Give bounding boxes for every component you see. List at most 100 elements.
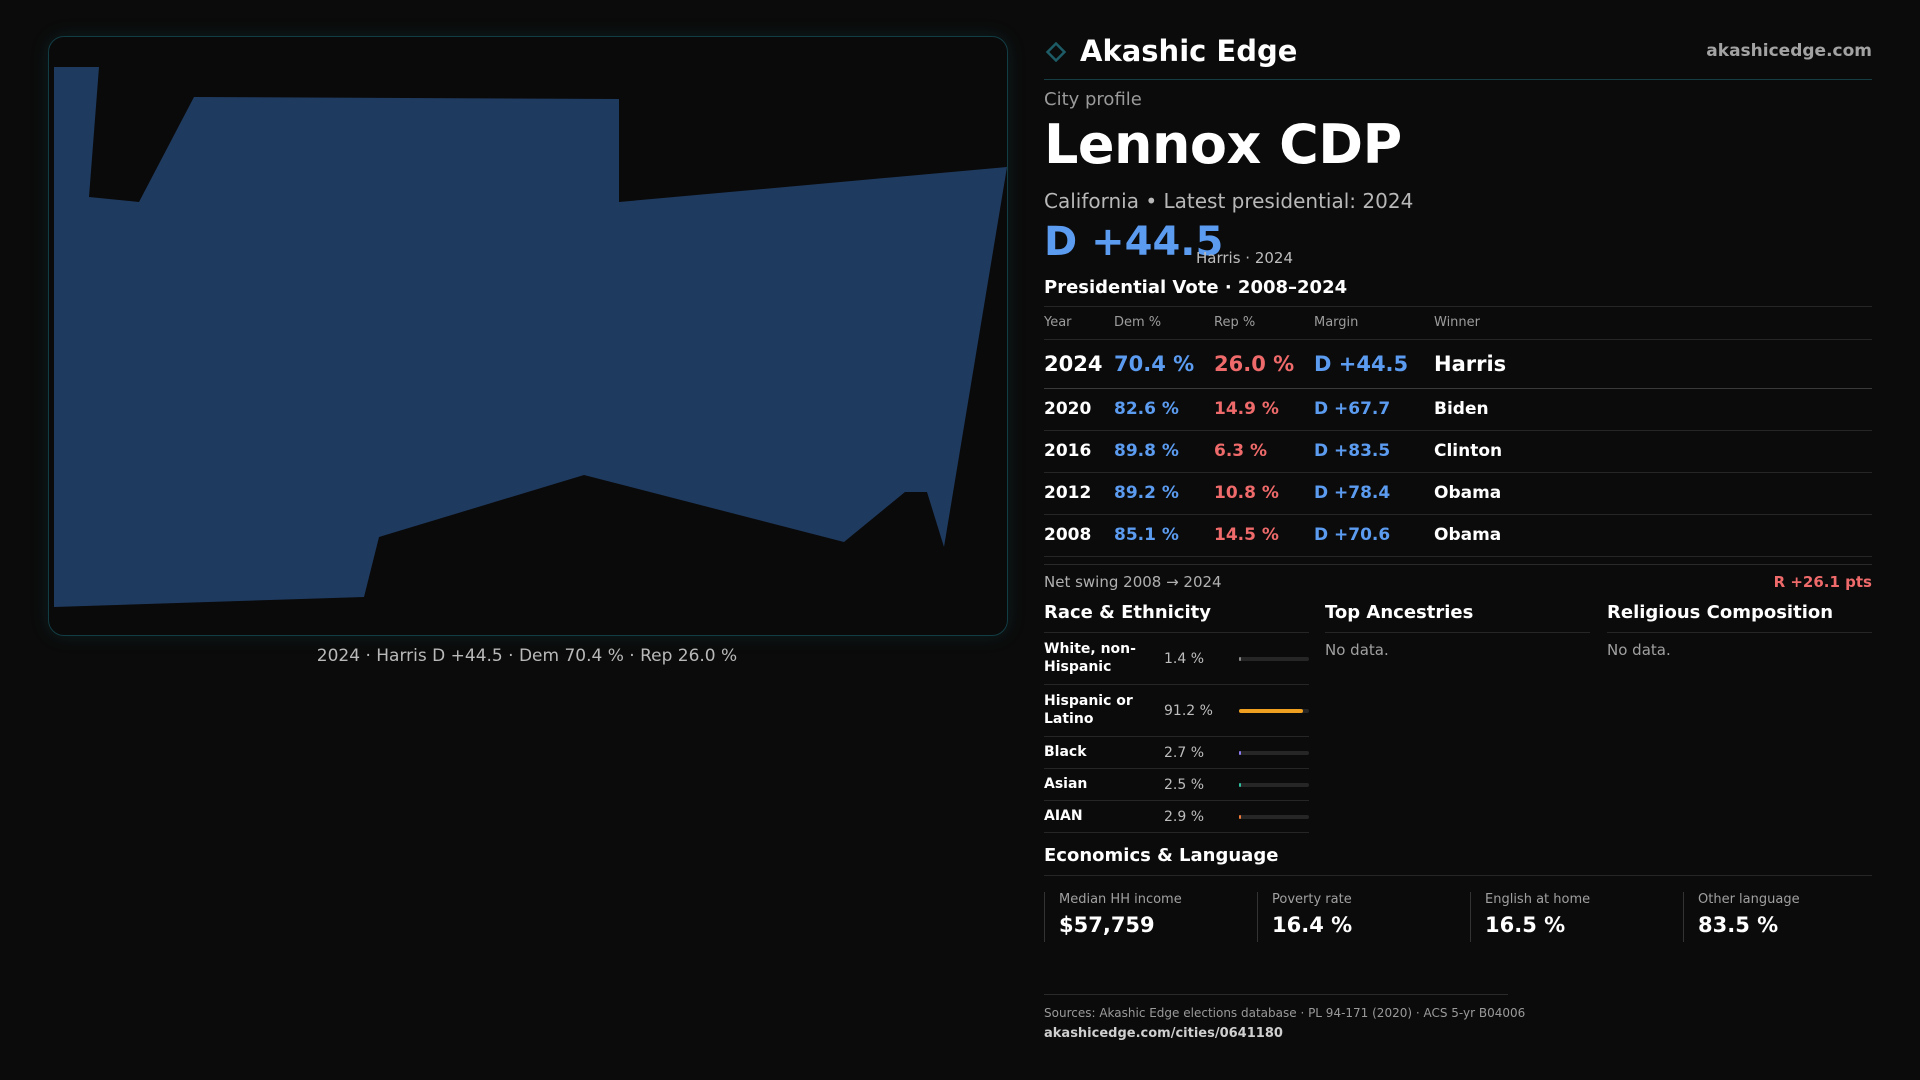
ancestry-section-title: Top Ancestries — [1325, 602, 1590, 633]
sources-url-link[interactable]: akashicedge.com/cities/0641180 — [1044, 1026, 1283, 1041]
religion-section-title: Religious Composition — [1607, 602, 1872, 633]
race-bar-track — [1239, 750, 1309, 755]
brand-name: Akashic Edge — [1080, 34, 1298, 68]
stat-label: English at home — [1485, 892, 1591, 907]
brand-url-link[interactable]: akashicedge.com — [1706, 41, 1872, 61]
cell-rep: 14.9 % — [1214, 399, 1279, 419]
race-label: Asian — [1044, 776, 1088, 792]
cell-winner: Harris — [1434, 352, 1507, 376]
stat-label: Median HH income — [1059, 892, 1182, 907]
race-section-title: Race & Ethnicity — [1044, 602, 1309, 633]
map-caption: 2024 · Harris D +44.5 · Dem 70.4 % · Rep… — [316, 646, 738, 666]
race-value: 2.5 % — [1164, 776, 1205, 793]
race-section: Race & Ethnicity White, non-Hispanic 1.4 … — [1044, 602, 1309, 833]
race-bar-fill — [1239, 782, 1241, 787]
race-bar-track — [1239, 656, 1309, 661]
stat-label: Poverty rate — [1272, 892, 1352, 907]
header-winner: Winner — [1434, 315, 1481, 330]
city-boundary-shape — [54, 67, 1007, 607]
net-swing-value: R +26.1 pts — [1773, 573, 1872, 591]
page-subtitle: California • Latest presidential: 2024 — [1044, 189, 1414, 213]
race-row: AIAN 2.9 % — [1044, 801, 1309, 833]
cell-margin: D +44.5 — [1314, 352, 1409, 376]
cell-year: 2012 — [1044, 483, 1092, 503]
stat-value: 16.4 % — [1272, 913, 1353, 937]
race-bar-fill — [1239, 750, 1241, 755]
cell-winner: Obama — [1434, 525, 1502, 545]
race-label: AIAN — [1044, 808, 1083, 824]
cell-margin: D +67.7 — [1314, 399, 1391, 419]
race-row: Asian 2.5 % — [1044, 769, 1309, 801]
race-row: Black 2.7 % — [1044, 737, 1309, 769]
race-value: 2.7 % — [1164, 744, 1205, 761]
race-label: Hispanic or Latino — [1044, 693, 1133, 727]
race-bar-track — [1239, 782, 1309, 787]
religion-section: Religious Composition No data. — [1607, 602, 1872, 659]
page-eyebrow: City profile — [1044, 89, 1142, 110]
stat-value: $57,759 — [1059, 913, 1155, 937]
header-dem: Dem % — [1114, 315, 1162, 330]
race-bar-track — [1239, 814, 1309, 819]
stat-other-language: Other language 83.5 % — [1683, 892, 1898, 942]
race-bar-fill — [1239, 656, 1241, 661]
cell-dem: 85.1 % — [1114, 525, 1179, 545]
headline-note: Harris · 2024 — [1196, 249, 1294, 267]
brand-header: Akashic Edge akashicedge.com — [1044, 30, 1872, 80]
stat-value: 16.5 % — [1485, 913, 1566, 937]
header-rep: Rep % — [1214, 315, 1256, 330]
race-value: 1.4 % — [1164, 650, 1205, 667]
cell-rep: 10.8 % — [1214, 483, 1279, 503]
city-boundary-map — [54, 67, 1007, 607]
header-year: Year — [1044, 315, 1072, 330]
stat-english-at-home: English at home 16.5 % — [1470, 892, 1685, 942]
religion-empty-text: No data. — [1607, 641, 1671, 659]
net-swing-label: Net swing 2008 → 2024 — [1044, 573, 1222, 591]
cell-year: 2024 — [1044, 352, 1103, 376]
race-row: Hispanic or Latino 91.2 % — [1044, 685, 1309, 737]
race-bar-fill — [1239, 708, 1303, 713]
table-row: 2016 89.8 % 6.3 % D +83.5 Clinton — [1044, 430, 1872, 472]
table-header-row: Year Dem % Rep % Margin Winner — [1044, 306, 1872, 339]
race-list: White, non-Hispanic 1.4 % Hispanic or Lati… — [1044, 633, 1309, 833]
cell-dem: 82.6 % — [1114, 399, 1179, 419]
table-row: 2020 82.6 % 14.9 % D +67.7 Biden — [1044, 388, 1872, 430]
stat-label: Other language — [1698, 892, 1800, 907]
page-title: Lennox CDP — [1044, 113, 1402, 176]
race-value: 2.9 % — [1164, 808, 1205, 825]
cell-year: 2016 — [1044, 441, 1092, 461]
stat-poverty-rate: Poverty rate 16.4 % — [1257, 892, 1472, 942]
cell-margin: D +83.5 — [1314, 441, 1391, 461]
cell-winner: Clinton — [1434, 441, 1503, 461]
cell-dem: 70.4 % — [1114, 352, 1195, 376]
race-value: 91.2 % — [1164, 702, 1213, 719]
cell-margin: D +78.4 — [1314, 483, 1391, 503]
race-bar-fill — [1239, 814, 1242, 819]
ancestry-empty-text: No data. — [1325, 641, 1389, 659]
cell-rep: 14.5 % — [1214, 525, 1279, 545]
table-row: 2012 89.2 % 10.8 % D +78.4 Obama — [1044, 472, 1872, 514]
cell-winner: Obama — [1434, 483, 1502, 503]
race-row: White, non-Hispanic 1.4 % — [1044, 633, 1309, 685]
table-row: 2024 70.4 % 26.0 % D +44.5 Harris — [1044, 339, 1872, 388]
sources-divider — [1044, 994, 1508, 995]
race-bar-track — [1239, 708, 1309, 713]
stat-median-income: Median HH income $57,759 — [1044, 892, 1259, 942]
swing-divider — [1044, 564, 1872, 565]
header-margin: Margin — [1314, 315, 1359, 330]
map-panel — [48, 36, 1008, 636]
cell-winner: Biden — [1434, 399, 1489, 419]
stat-value: 83.5 % — [1698, 913, 1779, 937]
cell-dem: 89.8 % — [1114, 441, 1179, 461]
economics-section-title: Economics & Language — [1044, 845, 1279, 866]
diamond-logo-icon — [1046, 42, 1066, 62]
votes-table: Year Dem % Rep % Margin Winner 2024 70.4… — [1044, 306, 1872, 558]
sources-text: Sources: Akashic Edge elections database… — [1044, 1006, 1526, 1020]
votes-section-title: Presidential Vote · 2008–2024 — [1044, 277, 1348, 298]
cell-rep: 6.3 % — [1214, 441, 1268, 461]
race-label: White, non-Hispanic — [1044, 641, 1136, 675]
table-row: 2008 85.1 % 14.5 % D +70.6 Obama — [1044, 514, 1872, 556]
cell-year: 2008 — [1044, 525, 1092, 545]
race-label: Black — [1044, 744, 1087, 760]
cell-year: 2020 — [1044, 399, 1092, 419]
ancestry-section: Top Ancestries No data. — [1325, 602, 1590, 659]
